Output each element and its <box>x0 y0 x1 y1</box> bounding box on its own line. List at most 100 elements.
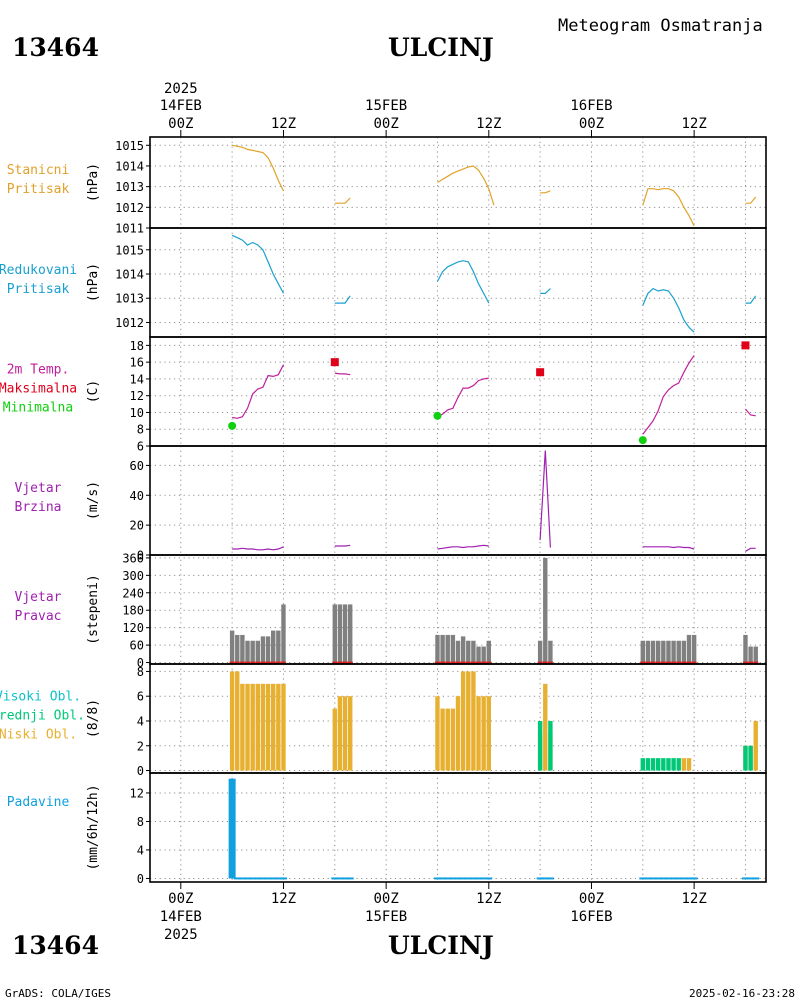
precip-bar <box>233 877 241 880</box>
series-line-segment <box>437 165 495 206</box>
panel-label: Brzina <box>15 500 62 515</box>
data-bar <box>450 634 456 663</box>
bar-base-mark <box>434 661 440 664</box>
panel-frame <box>149 772 767 883</box>
bar-base-mark <box>655 661 661 664</box>
y-tick-label: 14 <box>130 372 144 386</box>
panel-wind-direction: 0 60 120 180 240 300 360 (stepeni) Vjetar Pravac <box>15 551 767 670</box>
bar-base-mark <box>481 661 487 664</box>
precip-bar <box>741 877 749 880</box>
bar-base-mark <box>537 661 543 664</box>
data-bar <box>650 640 656 663</box>
data-bar <box>240 683 245 771</box>
bar-base-mark <box>445 661 451 664</box>
y-tick-label: 6 <box>137 690 144 704</box>
y-tick-label: 20 <box>130 519 144 533</box>
y-tick-label: 60 <box>130 459 144 473</box>
data-bar <box>235 671 240 771</box>
bar-base-mark <box>275 661 281 664</box>
bar-base-mark <box>440 661 446 664</box>
precip-bar <box>464 877 472 880</box>
data-bar <box>656 640 661 663</box>
station-id-bottom: 13464 <box>12 931 99 960</box>
series-temperature <box>228 341 756 445</box>
panel-label: Maksimalna <box>0 382 77 397</box>
data-bar <box>537 720 543 771</box>
x-tick-label-bottom: 12Z <box>476 891 501 907</box>
bar-base-mark <box>260 661 266 664</box>
precip-bar <box>244 877 252 880</box>
data-bar <box>671 640 676 663</box>
y-tick-label: 1012 <box>115 316 144 330</box>
precip-bar <box>752 877 760 880</box>
x-tick-label-top: 12Z <box>476 116 501 132</box>
series-reduced-pressure <box>231 234 757 333</box>
precip-bar <box>546 877 554 880</box>
precip-bar <box>747 877 755 880</box>
series-line-segment <box>642 287 695 333</box>
precip-bar <box>469 877 477 880</box>
panel-temperature: 6 8 10 12 14 16 18 (C) 2m Temp. Maksimalna Minimal… <box>0 336 767 454</box>
series-line-segment <box>540 288 551 294</box>
data-bar <box>455 640 461 663</box>
bar-base-mark <box>270 661 276 664</box>
data-bar <box>476 696 481 771</box>
series-line-segment <box>334 544 351 547</box>
panel-frame <box>149 227 767 338</box>
bar-base-mark <box>450 661 456 664</box>
y-axis-label: (8/8) <box>86 699 101 738</box>
series-line-segment <box>231 234 285 294</box>
panel-label: Vjetar <box>15 481 62 496</box>
y-tick-label: 2 <box>137 739 144 753</box>
bar-base-mark <box>542 661 548 664</box>
data-bar <box>276 683 281 771</box>
data-bar <box>455 696 461 771</box>
precip-bar <box>346 877 354 880</box>
panel-wind-speed: 0 20 40 60 (m/s) Vjetar Brzina <box>15 445 767 563</box>
x-tick-label-bottom: 12Z <box>271 891 296 907</box>
y-tick-label: 4 <box>137 714 144 728</box>
min-temp-marker <box>638 436 647 445</box>
series-line-segment <box>642 188 695 227</box>
bar-base-mark <box>547 661 553 664</box>
x-tick-label-bottom: 12Z <box>681 891 706 907</box>
precip-bar <box>480 877 488 880</box>
y-tick-label: 6 <box>137 440 144 454</box>
precip-bar <box>336 877 344 880</box>
data-bar <box>686 758 692 771</box>
data-bar <box>240 634 245 663</box>
series-line-segment <box>642 355 695 435</box>
precip-bar <box>685 877 693 880</box>
data-bar <box>481 696 486 771</box>
panel-label: Redukovani <box>0 263 77 278</box>
data-bar <box>666 758 671 771</box>
precip-bar <box>274 877 282 880</box>
panel-label: Pritisak <box>7 182 70 197</box>
bar-base-mark <box>465 661 471 664</box>
precip-bar <box>654 877 662 880</box>
station-name-top: ULCINJ <box>388 33 494 62</box>
series-line-segment <box>539 450 551 548</box>
y-tick-label: 60 <box>130 639 144 653</box>
bar-base-mark <box>660 661 666 664</box>
y-tick-label: 1014 <box>115 159 144 173</box>
panel-label: Vjetar <box>15 590 62 605</box>
data-bar <box>337 696 343 771</box>
data-bar <box>543 683 548 771</box>
data-bar <box>753 646 758 663</box>
precip-bar <box>228 778 236 879</box>
panel-label: Stanicni <box>7 163 70 178</box>
panel-label: Pravac <box>15 609 62 624</box>
data-bar <box>348 696 353 771</box>
y-tick-label: 1014 <box>115 268 144 282</box>
y-tick-label: 240 <box>122 586 144 600</box>
bar-base-mark <box>455 661 461 664</box>
bar-base-mark <box>280 661 286 664</box>
panel-clouds: 0 2 4 6 8 (8/8) Visoki Obl. Srednji Obl. Niski O… <box>0 663 767 778</box>
data-bar <box>265 683 271 771</box>
y-tick-label: 1013 <box>115 292 144 306</box>
series-clouds <box>229 671 758 771</box>
data-bar <box>671 758 676 771</box>
data-bar <box>445 634 450 663</box>
precip-bar <box>439 877 447 880</box>
